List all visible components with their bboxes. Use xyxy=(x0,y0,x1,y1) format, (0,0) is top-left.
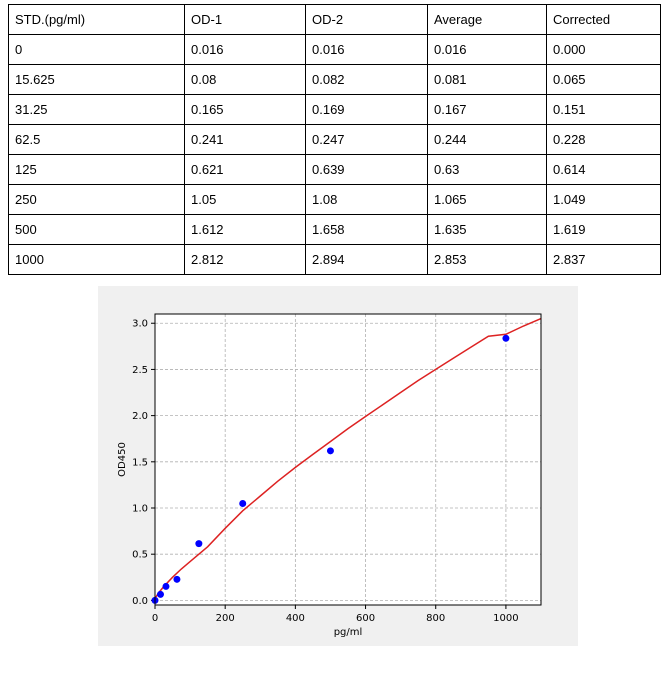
table-cell: 1.658 xyxy=(305,214,428,245)
table-cell: 1.05 xyxy=(184,184,306,215)
y-axis-label: OD450 xyxy=(117,442,128,477)
table-cell: 2.812 xyxy=(184,244,306,275)
standard-curve-chart: 0 200 400 600 800 1000 0.0 0.5 1.0 1.5 2.0 2.5 3.0 pg… xyxy=(98,286,578,646)
standard-curve-table: STD.(pg/ml) OD-1 OD-2 Average Corrected 0 0.01… xyxy=(8,4,661,275)
table-row: 15.625 0.08 0.082 0.081 0.065 xyxy=(8,64,661,95)
table-header-row: STD.(pg/ml) OD-1 OD-2 Average Corrected xyxy=(8,4,661,35)
table-cell: 1.065 xyxy=(427,184,547,215)
x-tick-label: 800 xyxy=(426,613,445,624)
table-cell: 0.081 xyxy=(427,64,547,95)
table-cell: 500 xyxy=(8,214,185,245)
table-cell: 0.016 xyxy=(184,34,306,65)
table-cell: 0.241 xyxy=(184,124,306,155)
table-cell: 2.837 xyxy=(546,244,661,275)
plot-area xyxy=(155,314,541,605)
fitted-curve xyxy=(154,317,542,599)
y-tick-label: 0.0 xyxy=(132,596,148,607)
x-tick-label: 400 xyxy=(286,613,305,624)
table-header-cell: OD-1 xyxy=(184,4,306,35)
table-cell: 1.08 xyxy=(305,184,428,215)
x-tick-label: 600 xyxy=(356,613,375,624)
table-cell: 0.165 xyxy=(184,94,306,125)
plot-frame xyxy=(154,313,542,606)
table-cell: 0.082 xyxy=(305,64,428,95)
x-tick-label: 0 xyxy=(152,613,158,624)
table-row: 125 0.621 0.639 0.63 0.614 xyxy=(8,154,661,185)
table-cell: 0.228 xyxy=(546,124,661,155)
chart-svg: 0 200 400 600 800 1000 0.0 0.5 1.0 1.5 2.0 2.5 3.0 pg… xyxy=(117,313,542,638)
table-cell: 0.244 xyxy=(427,124,547,155)
table-header-cell: STD.(pg/ml) xyxy=(8,4,185,35)
table-cell: 0.08 xyxy=(184,64,306,95)
table-cell: 1.612 xyxy=(184,214,306,245)
table-cell: 125 xyxy=(8,154,185,185)
table-cell: 0.065 xyxy=(546,64,661,95)
table-cell: 0.016 xyxy=(305,34,428,65)
table-cell: 0.151 xyxy=(546,94,661,125)
table-cell: 0.247 xyxy=(305,124,428,155)
table-row: 62.5 0.241 0.247 0.244 0.228 xyxy=(8,124,661,155)
x-tick-label: 1000 xyxy=(493,613,518,624)
table-cell: 0.639 xyxy=(305,154,428,185)
table-cell: 31.25 xyxy=(8,94,185,125)
table-row: 500 1.612 1.658 1.635 1.619 xyxy=(8,214,661,245)
table-cell: 1000 xyxy=(8,244,185,275)
table-cell: 0.016 xyxy=(427,34,547,65)
table-cell: 250 xyxy=(8,184,185,215)
x-tick-label: 200 xyxy=(216,613,235,624)
table-row: 1000 2.812 2.894 2.853 2.837 xyxy=(8,244,661,275)
table-cell: 2.894 xyxy=(305,244,428,275)
y-tick-label: 1.5 xyxy=(132,457,148,468)
table-cell: 0 xyxy=(8,34,185,65)
x-axis-label: pg/ml xyxy=(334,627,363,638)
table-row: 250 1.05 1.08 1.065 1.049 xyxy=(8,184,661,215)
table-header-cell: OD-2 xyxy=(305,4,428,35)
table-cell: 15.625 xyxy=(8,64,185,95)
table-cell: 1.635 xyxy=(427,214,547,245)
y-tick-label: 2.5 xyxy=(132,365,148,376)
data-point xyxy=(502,334,510,342)
table-cell: 0.169 xyxy=(305,94,428,125)
table-header-cell: Corrected xyxy=(546,4,661,35)
y-tick-label: 0.5 xyxy=(132,550,148,561)
data-point xyxy=(173,575,181,583)
table-cell: 0.621 xyxy=(184,154,306,185)
table-header-cell: Average xyxy=(427,4,547,35)
table-cell: 62.5 xyxy=(8,124,185,155)
y-tick-label: 2.0 xyxy=(132,411,148,422)
table-cell: 1.049 xyxy=(546,184,661,215)
data-point xyxy=(162,582,170,590)
data-point xyxy=(326,447,334,455)
table-cell: 2.853 xyxy=(427,244,547,275)
table-cell: 0.63 xyxy=(427,154,547,185)
y-tick-label: 1.0 xyxy=(132,504,148,515)
table-cell: 1.619 xyxy=(546,214,661,245)
table-row: 0 0.016 0.016 0.016 0.000 xyxy=(8,34,661,65)
data-point xyxy=(239,499,247,507)
data-point xyxy=(156,590,164,598)
table-cell: 0.167 xyxy=(427,94,547,125)
table-cell: 0.000 xyxy=(546,34,661,65)
table-row: 31.25 0.165 0.169 0.167 0.151 xyxy=(8,94,661,125)
y-tick-label: 3.0 xyxy=(132,319,148,330)
data-point xyxy=(195,540,203,548)
table-cell: 0.614 xyxy=(546,154,661,185)
